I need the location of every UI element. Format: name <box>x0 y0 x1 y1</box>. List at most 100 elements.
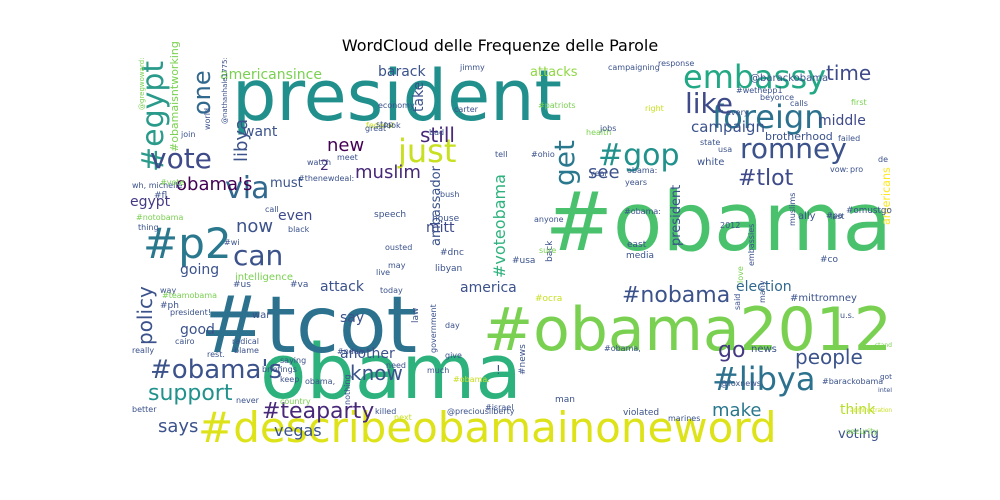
word-gregwoward: @gregwoward: <box>138 58 146 111</box>
word-last: last <box>830 212 844 221</box>
word-news: news <box>751 344 777 355</box>
word-usa: #usa <box>512 256 535 266</box>
word-says: says <box>158 416 198 437</box>
word-mitt: mitt <box>426 220 455 236</box>
word-good: good <box>180 322 215 338</box>
word-notobama: #notobama <box>136 213 183 222</box>
word-failed: failed <box>838 134 860 143</box>
word-muslim: muslim <box>355 162 421 183</box>
word-way: way <box>160 286 176 295</box>
word-saying: saying <box>280 356 306 365</box>
word-intelligence: intelligence <box>235 272 293 283</box>
word-gop: #gop <box>598 138 680 173</box>
word-ohio: #ohio <box>531 150 555 159</box>
word-news: #news <box>518 344 528 375</box>
word-israel: #israel <box>485 403 513 412</box>
word-pro: pro <box>850 165 863 174</box>
word-vote: vote <box>150 142 212 175</box>
word-ambassador: ambassador <box>429 165 444 246</box>
word-tlot: #tlot <box>738 166 794 191</box>
word-foreign: foreign <box>712 98 824 136</box>
word-jobs: jobs <box>599 124 616 133</box>
word-nothing: nothing <box>343 374 352 405</box>
word-libya: #libya <box>712 360 815 398</box>
word-americansince: americansince <box>220 67 322 83</box>
word-barackobama: @barackobama <box>750 73 828 84</box>
word-briefings: briefings <box>262 365 297 374</box>
word-call: call <box>265 205 279 214</box>
word-anyone: anyone <box>534 215 564 224</box>
word-describeobamainoneword: #describeobamainoneword <box>198 403 777 452</box>
word-ousted: ousted <box>385 243 412 252</box>
word-obamaisntworking: #obamaisntworking <box>168 41 181 152</box>
word-vegas: vegas <box>274 421 322 440</box>
word-nathanhale1775: @nathanhale1775: <box>221 57 229 124</box>
word-even: even <box>278 208 312 224</box>
word-back: back <box>545 240 555 262</box>
word-go: go <box>718 338 745 363</box>
word-love: love <box>736 266 745 283</box>
word-tcot: #tcot <box>200 281 417 371</box>
word-egypt: #egypt <box>136 61 171 172</box>
word-obama: #obama, <box>604 344 641 353</box>
word-killed: killed <box>375 407 396 416</box>
word-wethepp1: #wethepp1 <box>736 86 783 95</box>
word-can: can <box>233 239 283 272</box>
word-obama2012: #obama2012 <box>483 295 892 365</box>
word-never: never <box>236 396 260 405</box>
word-know: know <box>350 361 403 385</box>
word-say: say <box>340 310 364 326</box>
word-watch: watch <box>307 158 331 167</box>
word-want: want <box>243 124 278 140</box>
word-violated: violated <box>623 408 659 418</box>
word-campaign: campaign <box>691 118 765 136</box>
word-beyonce: beyonce <box>760 93 794 102</box>
word-make: make <box>712 400 761 421</box>
word-year: year <box>590 169 609 178</box>
word-obama: #obama <box>545 176 892 270</box>
word-must: must <box>270 176 303 191</box>
word-really: really <box>132 346 154 355</box>
word-attacks: attacks <box>530 65 578 80</box>
word-federal: federal <box>366 121 394 130</box>
word-government: government <box>429 304 438 353</box>
word-got: got <box>880 372 892 381</box>
word-attack: attack <box>320 279 365 295</box>
word-thing: thing <box>138 223 159 232</box>
word-going: going <box>180 262 219 278</box>
word-cairo: cairo <box>175 337 195 346</box>
word-bush: bush <box>440 190 459 199</box>
word-bad: bad <box>429 128 444 137</box>
word-take: take <box>411 82 427 112</box>
word-join: join <box>180 130 195 139</box>
word-patriots: #patriots <box>538 101 576 110</box>
word-jimmy: jimmy <box>459 63 485 72</box>
word-every: every <box>726 108 749 117</box>
word-another: another <box>340 346 395 362</box>
word-obama-s: obama's <box>176 174 252 195</box>
word-much: much <box>427 366 449 375</box>
word-va: #va <box>290 280 308 290</box>
word-calls: calls <box>790 99 808 108</box>
word-think: think <box>840 402 876 418</box>
word-war: war <box>252 310 271 321</box>
word-nobama: #nobama <box>622 283 730 308</box>
word-time: time <box>826 61 871 85</box>
word-co: #co <box>820 255 838 265</box>
word-ally: ally <box>798 211 816 222</box>
word-people: people <box>795 345 863 369</box>
word-ph: #ph <box>160 301 179 311</box>
word-state: state <box>700 138 720 147</box>
word-wi: #wi <box>224 238 239 247</box>
word-obama: #obama. <box>453 375 490 384</box>
word-marines: marines <box>668 414 700 423</box>
word-many: many <box>758 280 767 303</box>
word-radical: radical <box>232 337 259 346</box>
word-next: next <box>394 413 412 422</box>
word-east: east <box>627 240 647 250</box>
word-president: president <box>232 55 562 137</box>
word-election: election <box>736 279 792 295</box>
word-live: live <box>376 268 390 277</box>
word-obama: #obama: <box>624 207 661 216</box>
word-speech: speech <box>374 210 406 220</box>
